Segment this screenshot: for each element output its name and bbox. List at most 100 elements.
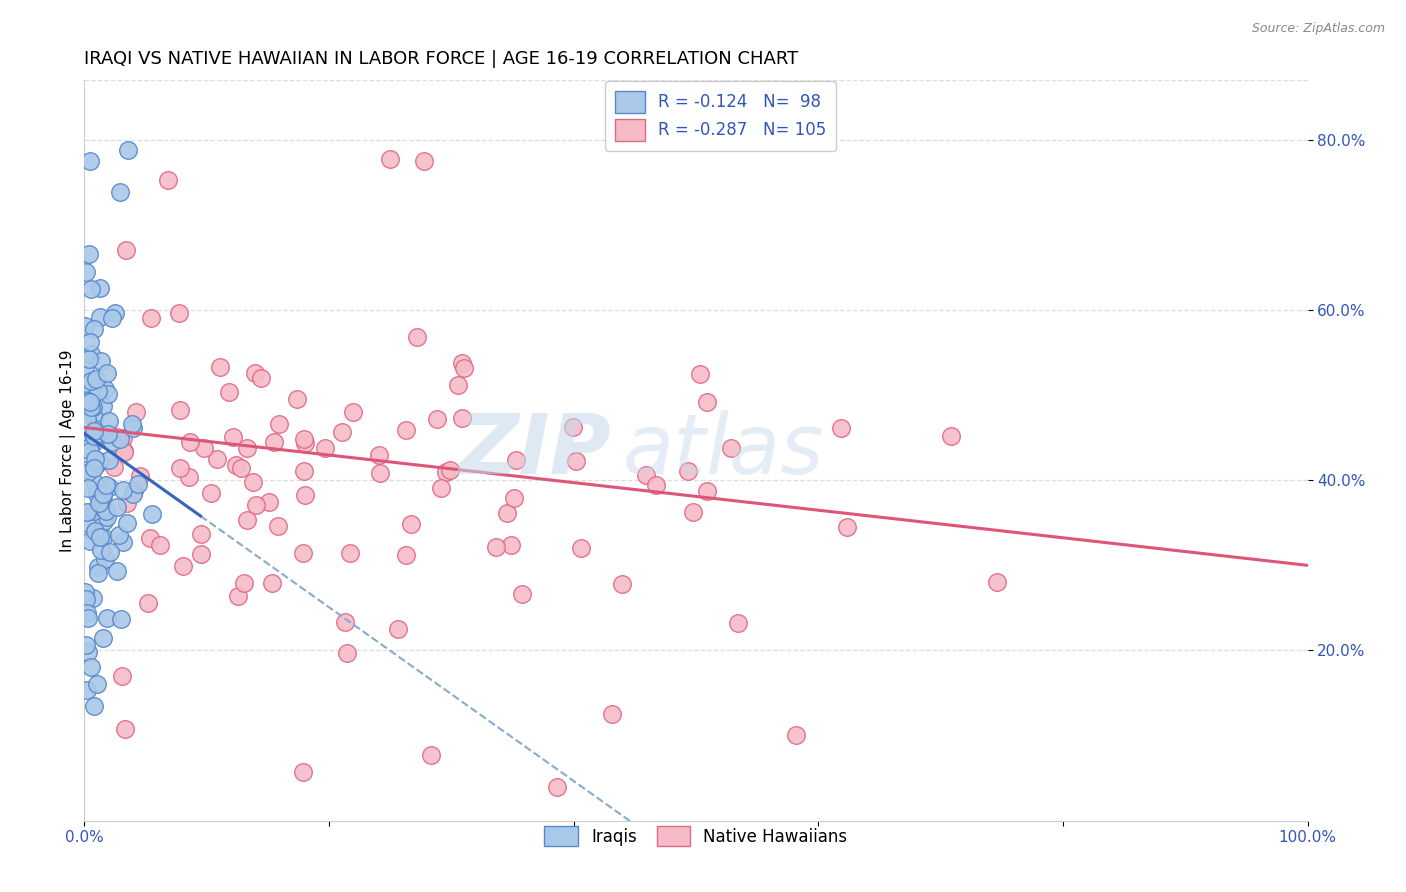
- Point: [339, 546, 361, 560]
- Point: [112, 534, 135, 549]
- Point: [75, 592, 97, 607]
- Point: [499, 539, 522, 553]
- Point: [98, 452, 121, 467]
- Point: [122, 487, 145, 501]
- Point: [76, 516, 98, 530]
- Point: [83, 321, 105, 335]
- Point: [76, 606, 98, 620]
- Point: [83, 435, 105, 450]
- Point: [110, 612, 132, 626]
- Point: [696, 484, 718, 499]
- Point: [115, 516, 138, 530]
- Point: [136, 596, 159, 610]
- Point: [225, 458, 247, 473]
- Y-axis label: In Labor Force | Age 16-19: In Labor Force | Age 16-19: [60, 349, 76, 552]
- Point: [242, 475, 264, 490]
- Point: [86, 457, 108, 471]
- Point: [103, 306, 125, 320]
- Point: [190, 527, 212, 541]
- Point: [86, 560, 108, 574]
- Point: [157, 172, 180, 186]
- Point: [114, 244, 136, 258]
- Point: [727, 615, 749, 630]
- Point: [89, 281, 111, 295]
- Point: [644, 478, 666, 492]
- Point: [291, 765, 314, 780]
- Point: [426, 412, 449, 426]
- Point: [91, 529, 114, 543]
- Point: [73, 359, 96, 374]
- Point: [91, 400, 114, 414]
- Point: [138, 531, 160, 545]
- Point: [76, 466, 98, 480]
- Point: [294, 436, 316, 450]
- Point: [86, 487, 108, 501]
- Point: [83, 409, 105, 424]
- Point: [112, 445, 135, 459]
- Point: [83, 524, 105, 538]
- Point: [439, 463, 461, 477]
- Point: [228, 589, 250, 603]
- Point: [80, 347, 103, 361]
- Point: [395, 423, 418, 437]
- Point: [90, 543, 112, 558]
- Point: [97, 427, 120, 442]
- Point: [96, 611, 118, 625]
- Point: [167, 306, 190, 320]
- Point: [107, 528, 129, 542]
- Point: [94, 504, 117, 518]
- Point: [89, 427, 111, 442]
- Point: [108, 185, 131, 199]
- Point: [86, 676, 108, 690]
- Point: [378, 152, 401, 166]
- Point: [90, 353, 112, 368]
- Point: [190, 547, 212, 561]
- Point: [73, 463, 96, 477]
- Point: [75, 638, 97, 652]
- Point: [209, 359, 232, 374]
- Point: [231, 461, 253, 475]
- Point: [111, 431, 134, 445]
- Point: [91, 489, 114, 503]
- Point: [121, 417, 143, 431]
- Point: [79, 154, 101, 169]
- Point: [77, 352, 100, 367]
- Point: [91, 487, 114, 501]
- Point: [720, 441, 742, 455]
- Point: [387, 622, 409, 636]
- Point: [503, 491, 526, 505]
- Point: [447, 378, 470, 392]
- Point: [103, 459, 125, 474]
- Point: [368, 448, 391, 462]
- Point: [294, 488, 316, 502]
- Point: [484, 540, 506, 554]
- Point: [89, 453, 111, 467]
- Point: [80, 374, 103, 388]
- Point: [114, 723, 136, 737]
- Point: [75, 265, 97, 279]
- Point: [76, 435, 98, 450]
- Point: [149, 538, 172, 552]
- Point: [835, 520, 858, 534]
- Point: [122, 483, 145, 498]
- Point: [200, 486, 222, 500]
- Point: [986, 575, 1008, 590]
- Point: [405, 330, 427, 344]
- Point: [77, 247, 100, 261]
- Point: [83, 476, 105, 491]
- Point: [83, 698, 105, 713]
- Point: [93, 382, 115, 396]
- Point: [342, 405, 364, 419]
- Point: [87, 566, 110, 580]
- Point: [79, 534, 101, 549]
- Point: [80, 282, 103, 296]
- Point: [263, 435, 285, 450]
- Point: [257, 495, 280, 509]
- Point: [245, 498, 267, 512]
- Point: [77, 394, 100, 409]
- Point: [236, 513, 259, 527]
- Point: [96, 510, 118, 524]
- Point: [696, 394, 718, 409]
- Point: [173, 558, 195, 573]
- Point: [73, 318, 96, 333]
